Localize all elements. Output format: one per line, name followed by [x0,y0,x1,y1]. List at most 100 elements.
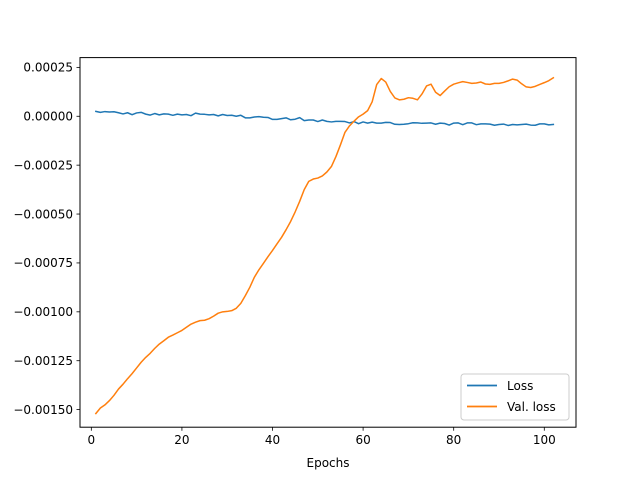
data-point [372,101,373,102]
data-point [485,84,486,85]
data-point [390,122,391,123]
x-axis: 0 20 40 60 80 100 [88,427,556,447]
y-tick-label: 0.00000 [23,110,73,124]
y-tick-label: −0.00125 [13,354,73,368]
data-point [403,124,404,125]
data-point [499,83,500,84]
data-point [431,84,432,85]
data-point [530,87,531,88]
data-point [503,82,504,83]
data-point [118,112,119,113]
data-point [295,211,296,212]
data-point [177,114,178,115]
data-point [458,122,459,123]
data-point [494,125,495,126]
data-point [367,110,368,111]
data-point [444,123,445,124]
x-tick-label: 80 [446,433,461,447]
data-point [168,114,169,115]
data-point [485,123,486,124]
data-point [358,123,359,124]
data-point [363,114,364,115]
y-tick-label: −0.00100 [13,305,73,319]
data-point [249,117,250,118]
data-point [322,175,323,176]
y-tick-label: −0.00075 [13,256,73,270]
data-point [263,263,264,264]
y-axis: 0.00025 0.00000 −0.00025 −0.00050 −0.00075 −0… [13,61,80,417]
data-point [281,118,282,119]
data-point [453,123,454,124]
data-point [548,124,549,125]
data-point [553,77,554,78]
data-point [526,124,527,125]
data-point [462,81,463,82]
data-point [204,114,205,115]
data-point [136,112,137,113]
data-point [299,201,300,202]
data-point [412,98,413,99]
data-point [467,82,468,83]
data-point [213,114,214,115]
data-point [113,395,114,396]
data-point [521,83,522,84]
data-point [290,221,291,222]
data-point [526,86,527,87]
data-point [385,122,386,123]
data-point [344,132,345,133]
x-tick-label: 20 [174,433,189,447]
data-point [440,123,441,124]
data-point [426,85,427,86]
data-point [367,123,368,124]
data-point [190,115,191,116]
data-point [376,123,377,124]
data-point [499,124,500,125]
data-point [218,115,219,116]
data-point [159,344,160,345]
data-point [95,413,96,414]
data-point [100,408,101,409]
data-point [222,114,223,115]
data-point [245,117,246,118]
data-point [308,181,309,182]
legend-label-loss: Loss [507,379,533,393]
data-point [471,83,472,84]
data-point [304,189,305,190]
data-point [104,111,105,112]
data-point [399,124,400,125]
data-point [172,115,173,116]
data-point [249,287,250,288]
data-point [313,119,314,120]
data-point [258,269,259,270]
data-point [222,311,223,312]
data-point [132,373,133,374]
data-point [304,120,305,121]
data-point [145,114,146,115]
x-axis-label: Epochs [307,456,350,470]
x-tick-label: 60 [355,433,370,447]
data-point [358,116,359,117]
data-point [163,113,164,114]
data-point [123,384,124,385]
data-point [421,123,422,124]
data-point [462,124,463,125]
data-point [521,124,522,125]
data-point [218,313,219,314]
data-point [544,82,545,83]
data-point [104,404,105,405]
data-point [200,114,201,115]
data-point [127,112,128,113]
data-point [236,308,237,309]
data-point [240,115,241,116]
data-point [267,256,268,257]
data-point [476,83,477,84]
data-point [204,320,205,321]
data-point [186,327,187,328]
data-point [272,250,273,251]
data-point [539,123,540,124]
x-tick-label: 100 [533,433,556,447]
data-point [349,122,350,123]
data-point [394,97,395,98]
data-point [458,82,459,83]
